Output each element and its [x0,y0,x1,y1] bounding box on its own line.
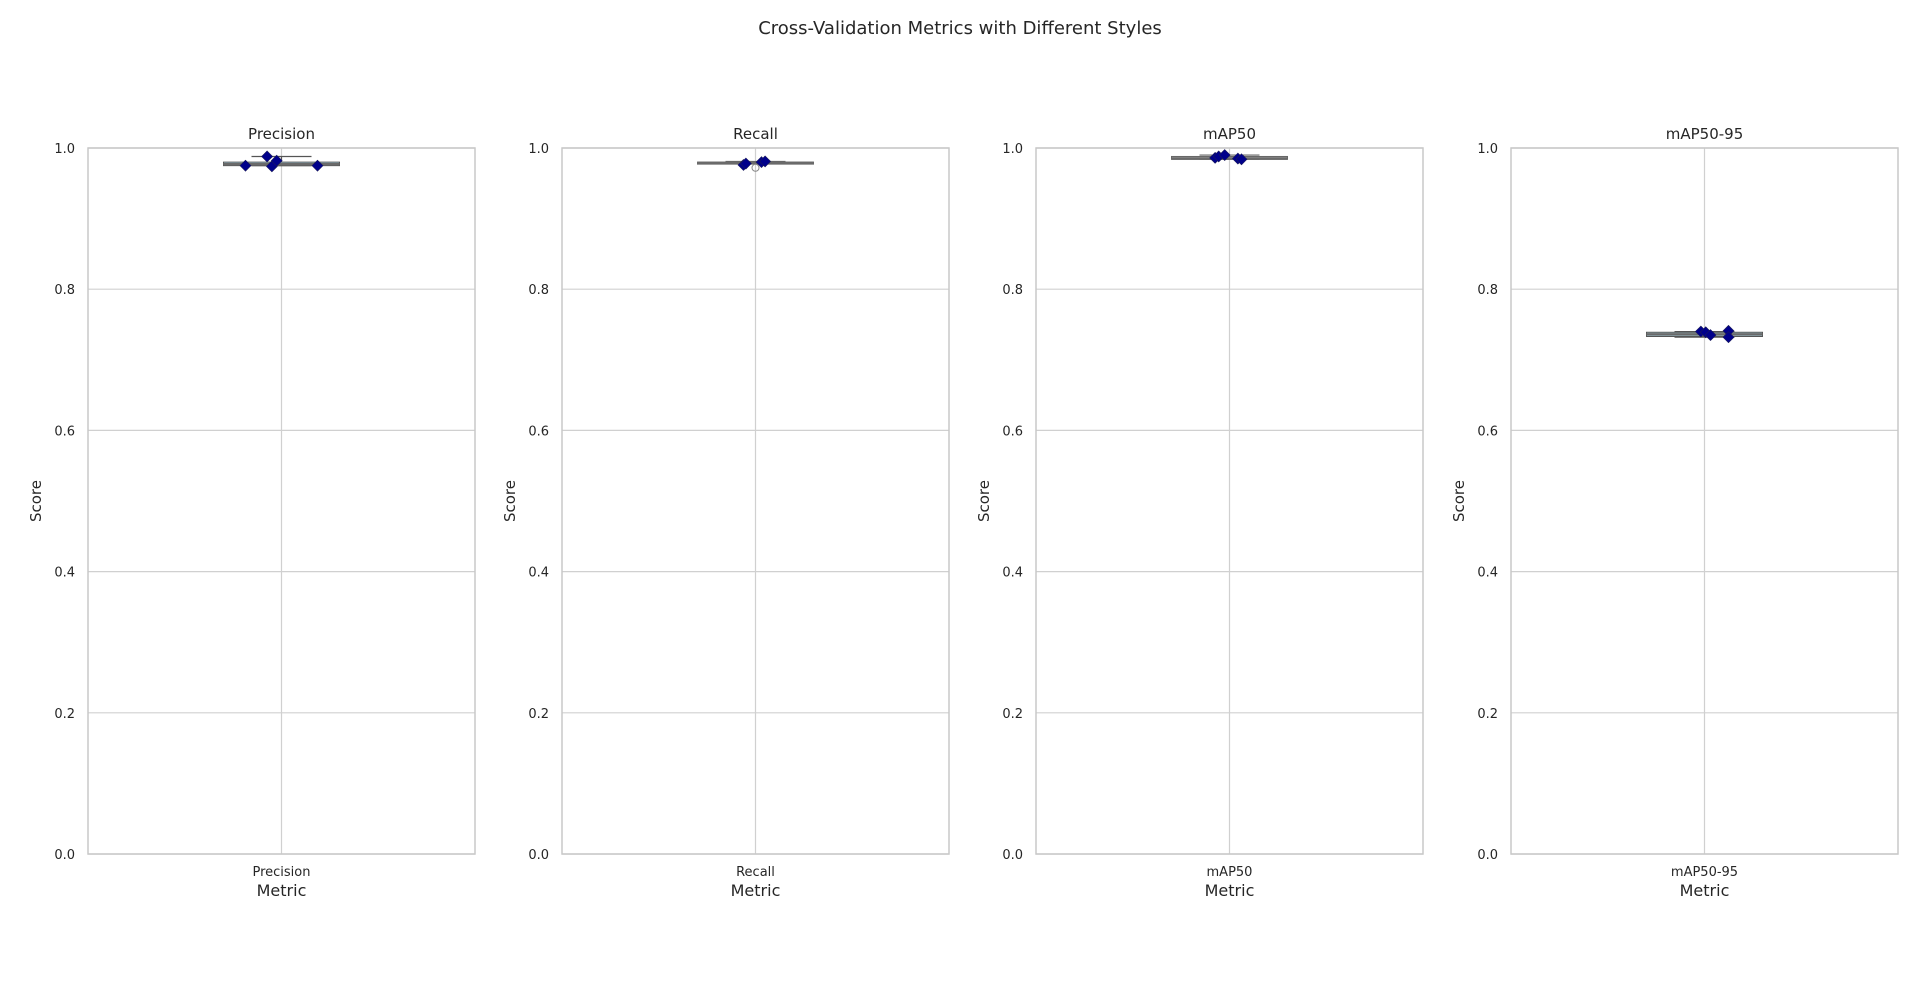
plot-frame [1510,147,1899,855]
subplot-title: Precision [248,125,315,143]
y-tick-label: 0.0 [1002,848,1023,863]
y-tick-label: 0.0 [1477,848,1498,863]
subplot-title: mAP50 [1203,125,1256,143]
y-tick-label: 0.4 [1477,566,1498,581]
plot-frame [87,147,476,855]
data-point [759,155,772,168]
x-axis-label: Metric [731,881,781,900]
data-point [739,157,752,170]
y-tick-label: 0.2 [1002,707,1023,722]
y-tick-label: 1.0 [1002,142,1023,157]
y-tick-label: 0.8 [1477,283,1498,298]
x-axis-label: Metric [1680,881,1730,900]
y-tick-label: 0.2 [528,707,549,722]
data-point [1218,149,1231,161]
y-tick-label: 0.6 [1002,424,1023,439]
plot-frame [561,147,950,855]
y-tick-label: 0.2 [54,707,75,722]
subplot-0: 0.00.20.40.60.81.0PrecisionPrecisionMetr… [27,125,476,900]
data-point [270,154,283,167]
y-tick-label: 1.0 [528,142,549,157]
y-tick-label: 0.6 [1477,424,1498,439]
y-axis-label: Score [501,480,519,522]
figure-title: Cross-Validation Metrics with Different … [758,18,1162,39]
data-point [1704,329,1717,342]
y-tick-label: 1.0 [1477,142,1498,157]
y-tick-label: 0.2 [1477,707,1498,722]
y-tick-label: 0.4 [528,566,549,581]
x-tick-label: mAP50 [1207,865,1253,880]
y-axis-label: Score [27,480,45,522]
y-tick-label: 0.0 [528,848,549,863]
subplot-1: 0.00.20.40.60.81.0RecallRecallMetricScor… [501,125,950,900]
data-point [311,159,324,172]
y-tick-label: 0.8 [54,283,75,298]
y-tick-label: 0.8 [1002,283,1023,298]
data-point [261,150,274,163]
subplot-title: Recall [733,125,778,143]
data-point [1235,153,1248,166]
y-tick-label: 0.6 [54,424,75,439]
y-axis-label: Score [975,480,993,522]
y-tick-label: 0.0 [54,848,75,863]
y-tick-label: 0.6 [528,424,549,439]
y-tick-label: 1.0 [54,142,75,157]
data-point [239,159,252,172]
x-tick-label: Recall [736,865,775,880]
subplot-title: mAP50-95 [1666,125,1744,143]
x-axis-label: Metric [257,881,307,900]
subplot-3: 0.00.20.40.60.81.0mAP50-95mAP50-95Metric… [1450,125,1899,900]
x-tick-label: mAP50-95 [1671,865,1738,880]
y-tick-label: 0.8 [528,283,549,298]
y-axis-label: Score [1450,480,1468,522]
y-tick-label: 0.4 [54,566,75,581]
plot-frame [1035,147,1424,855]
x-axis-label: Metric [1205,881,1255,900]
x-tick-label: Precision [252,865,310,880]
data-point [1722,331,1735,344]
y-tick-label: 0.4 [1002,566,1023,581]
box-outlier [751,163,760,172]
panels-container: 0.00.20.40.60.81.0PrecisionPrecisionMetr… [27,125,1899,900]
